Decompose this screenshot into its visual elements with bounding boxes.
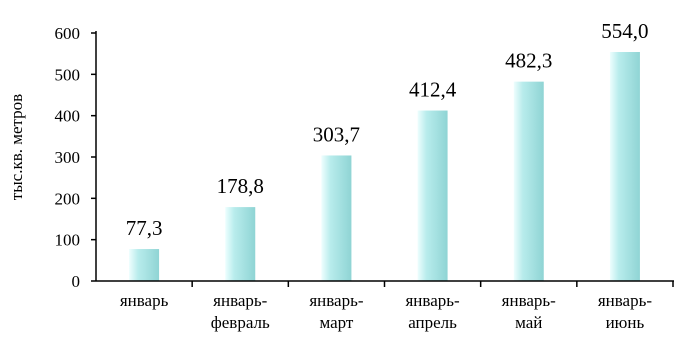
y-tick-label: 100 — [55, 231, 81, 250]
axes — [95, 31, 674, 287]
x-category-label: июнь — [606, 313, 645, 332]
x-category-label: январь- — [598, 291, 653, 310]
bars — [129, 52, 640, 282]
y-tick-label: 300 — [55, 148, 81, 167]
data-labels: 77,3 178,8 303,7 412,4 482,3 554,0 — [126, 19, 649, 240]
x-category-label: январь- — [405, 291, 460, 310]
y-tick-label: 0 — [72, 272, 81, 291]
data-label: 554,0 — [601, 19, 648, 43]
y-tick-label: 500 — [55, 65, 81, 84]
y-axis-title: тыс.кв. метров — [7, 94, 26, 200]
data-label: 303,7 — [313, 122, 360, 146]
bar — [609, 52, 640, 281]
data-label: 178,8 — [217, 174, 264, 198]
y-axis-title-group: тыс.кв. метров — [7, 94, 26, 200]
x-category-label: февраль — [211, 313, 270, 332]
data-label: 77,3 — [126, 216, 163, 240]
y-axis-ticks: 0 100 200 300 400 500 600 — [55, 24, 96, 291]
bar — [321, 155, 352, 281]
data-label: 482,3 — [505, 49, 552, 73]
y-tick-label: 200 — [55, 189, 81, 208]
x-category-label: январь — [120, 291, 169, 310]
x-category-label: май — [515, 313, 542, 332]
bar — [129, 249, 160, 281]
bar — [513, 81, 544, 282]
y-tick-label: 600 — [55, 24, 81, 43]
y-tick-label: 400 — [55, 107, 81, 126]
bar — [225, 207, 256, 281]
x-category-label: январь- — [309, 291, 364, 310]
x-category-label: март — [319, 313, 353, 332]
x-category-label: апрель — [408, 313, 457, 332]
category-labels: январь январь-февраль январь-март январь-ап… — [120, 291, 653, 332]
data-label: 412,4 — [409, 78, 457, 102]
x-category-label: январь- — [213, 291, 268, 310]
x-category-label: январь- — [502, 291, 557, 310]
bar — [417, 110, 448, 281]
